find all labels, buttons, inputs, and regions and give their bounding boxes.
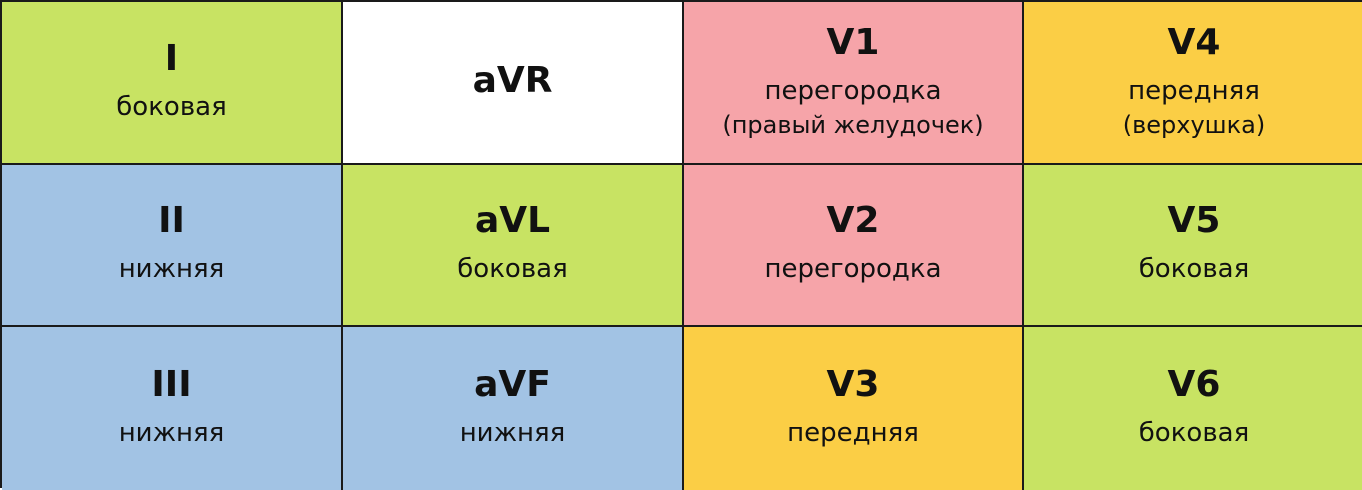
lead-label: II bbox=[158, 200, 185, 241]
cell-lead-i: I боковая bbox=[2, 2, 343, 165]
lead-label: V3 bbox=[826, 363, 880, 405]
region-label: передняя bbox=[787, 417, 919, 448]
region-label: нижняя bbox=[118, 254, 225, 284]
region-label: боковая bbox=[1138, 417, 1250, 448]
lead-label: aVF bbox=[474, 363, 551, 405]
region-label: нижняя bbox=[118, 417, 225, 448]
cell-lead-ii: II нижняя bbox=[2, 165, 343, 327]
cell-lead-avf: aVF нижняя bbox=[343, 327, 684, 490]
region-label: боковая bbox=[457, 254, 568, 284]
cell-lead-avl: aVL боковая bbox=[343, 165, 684, 327]
region-sublabel: (правый желудочек) bbox=[722, 110, 984, 139]
region-sublabel: (верхушка) bbox=[1122, 110, 1266, 139]
region-label: боковая bbox=[116, 91, 227, 122]
region-label: боковая bbox=[1138, 254, 1250, 284]
region-label: нижняя bbox=[459, 417, 566, 448]
lead-label: III bbox=[151, 363, 192, 405]
cell-lead-v1: V1 перегородка (правый желудочек) bbox=[684, 2, 1024, 165]
cell-lead-v4: V4 передняя (верхушка) bbox=[1024, 2, 1362, 165]
lead-label: V2 bbox=[826, 200, 880, 241]
cell-lead-avr: aVR bbox=[343, 2, 684, 165]
cell-lead-v3: V3 передняя bbox=[684, 327, 1024, 490]
lead-label: I bbox=[164, 37, 179, 79]
region-label: перегородка bbox=[764, 75, 942, 106]
lead-label: V6 bbox=[1167, 363, 1221, 405]
lead-label: aVR bbox=[472, 59, 553, 101]
region-label: перегородка bbox=[764, 254, 942, 284]
lead-label: V4 bbox=[1167, 21, 1221, 63]
region-label: передняя bbox=[1128, 75, 1260, 106]
lead-label: aVL bbox=[474, 200, 551, 241]
lead-label: V1 bbox=[826, 21, 880, 63]
cell-lead-v6: V6 боковая bbox=[1024, 327, 1362, 490]
lead-label: V5 bbox=[1167, 200, 1221, 241]
cell-lead-v2: V2 перегородка bbox=[684, 165, 1024, 327]
cell-lead-iii: III нижняя bbox=[2, 327, 343, 490]
cell-lead-v5: V5 боковая bbox=[1024, 165, 1362, 327]
